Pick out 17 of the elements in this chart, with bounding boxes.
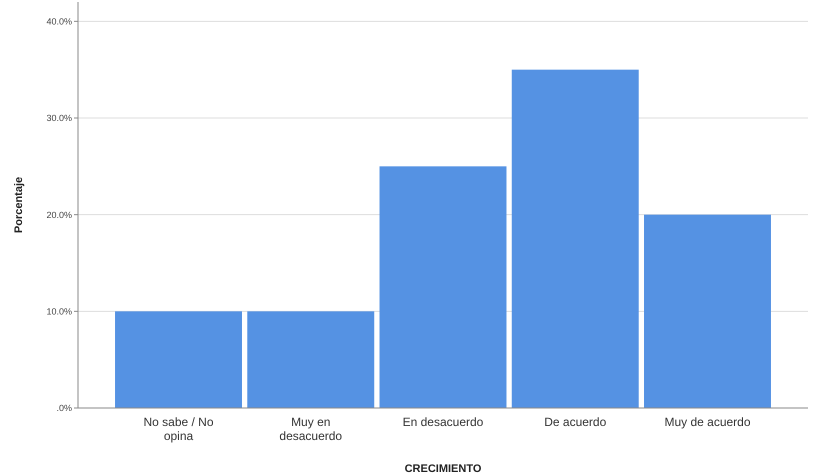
bar [380,166,506,408]
y-tick-label: .0% [56,403,72,414]
bar [512,70,639,408]
bar [644,214,771,408]
y-tick-label: 40.0% [46,16,72,26]
y-tick-label: 10.0% [46,306,72,316]
x-tick-label: En desacuerdo [402,415,484,429]
y-axis-title: Porcentaje [13,176,25,234]
x-axis-title: CRECIMIENTO [404,463,482,475]
y-tick-label: 20.0% [46,210,72,220]
y-tick-label: 30.0% [46,113,72,124]
x-tick-label: Muy de acuerdo [664,415,751,429]
x-tick-label: Muy en desacuerdo [279,415,342,443]
x-tick-label: No sabe / No opina [143,415,214,443]
bar [115,311,242,408]
bar [247,311,374,408]
x-tick-label: De acuerdo [544,415,607,429]
